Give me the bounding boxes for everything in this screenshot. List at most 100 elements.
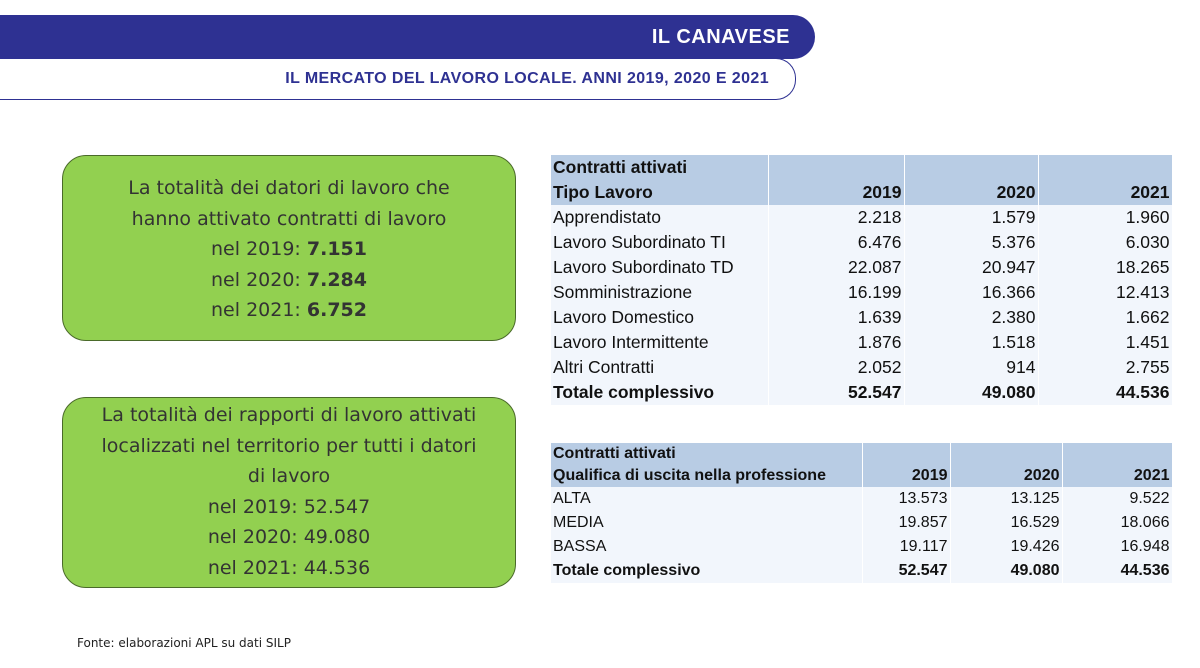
cell: Altri Contratti bbox=[551, 355, 769, 380]
item-value: 49.080 bbox=[303, 526, 371, 548]
data-row: BASSA 19.117 19.426 16.948 bbox=[551, 535, 1173, 559]
cell: 914 bbox=[904, 355, 1039, 380]
column-header: 2020 bbox=[904, 180, 1039, 205]
header-cell bbox=[1062, 443, 1173, 465]
box-item: nel 2021: 44.536 bbox=[63, 553, 515, 584]
cell: 2.380 bbox=[904, 305, 1039, 330]
item-label: nel 2019: bbox=[207, 495, 298, 518]
cell: 1.876 bbox=[768, 330, 905, 355]
cell: ALTA bbox=[551, 487, 863, 511]
total-cell: 49.080 bbox=[904, 380, 1039, 405]
item-label: nel 2020: bbox=[211, 268, 301, 291]
column-header: Qualifica di uscita nella professione bbox=[551, 465, 863, 487]
cell: 13.573 bbox=[862, 487, 951, 511]
data-row: Lavoro Subordinato TI 6.476 5.376 6.030 bbox=[551, 230, 1173, 255]
total-cell: 52.547 bbox=[862, 559, 951, 583]
cell: 1.518 bbox=[904, 330, 1039, 355]
item-label: nel 2021: bbox=[211, 299, 301, 321]
item-value: 7.284 bbox=[306, 268, 367, 291]
cell: 6.030 bbox=[1038, 230, 1173, 255]
total-cell: 44.536 bbox=[1062, 559, 1173, 583]
cell: 9.522 bbox=[1062, 487, 1173, 511]
cell: Lavoro Subordinato TD bbox=[551, 255, 769, 280]
table-caption: Contratti attivati bbox=[551, 443, 863, 465]
column-header: 2019 bbox=[768, 180, 905, 205]
data-row: Somministrazione 16.199 16.366 12.413 bbox=[551, 280, 1173, 305]
cell: 19.117 bbox=[862, 535, 951, 559]
box-item: nel 2021: 6.752 bbox=[63, 295, 515, 326]
cell: 5.376 bbox=[904, 230, 1039, 255]
box-line: La totalità dei datori di lavoro che bbox=[128, 177, 450, 199]
item-value: 52.547 bbox=[303, 495, 371, 518]
cell: 6.476 bbox=[768, 230, 905, 255]
cell: Apprendistato bbox=[551, 205, 769, 230]
header-cell bbox=[1038, 155, 1173, 180]
total-cell: Totale complessivo bbox=[551, 559, 863, 583]
column-header: 2020 bbox=[950, 465, 1063, 487]
item-value: 7.151 bbox=[306, 238, 367, 260]
column-header: 2021 bbox=[1038, 180, 1173, 205]
cell: Lavoro Intermittente bbox=[551, 330, 769, 355]
title: IL CANAVESE bbox=[651, 26, 790, 48]
column-header: 2021 bbox=[1062, 465, 1173, 487]
item-label: nel 2021: bbox=[207, 556, 298, 579]
table-caption: Contratti attivati bbox=[551, 155, 769, 180]
cell: Lavoro Domestico bbox=[551, 305, 769, 330]
cell: 16.948 bbox=[1062, 535, 1173, 559]
header-cell bbox=[768, 155, 905, 180]
cell: Somministrazione bbox=[551, 280, 769, 305]
header-row: Tipo Lavoro 2019 2020 2021 bbox=[551, 180, 1173, 205]
cell: 1.662 bbox=[1038, 305, 1173, 330]
data-row: Apprendistato 2.218 1.579 1.960 bbox=[551, 205, 1173, 230]
title-bar: IL CANAVESE bbox=[0, 15, 815, 59]
subtitle-bar: IL MERCATO DEL LAVORO LOCALE. ANNI 2019,… bbox=[0, 58, 796, 100]
cell: MEDIA bbox=[551, 511, 863, 535]
box-item: nel 2020: 7.284 bbox=[63, 265, 515, 296]
item-value: 44.536 bbox=[303, 556, 371, 579]
cell: 2.052 bbox=[768, 355, 905, 380]
cell: 13.125 bbox=[950, 487, 1063, 511]
total-cell: 52.547 bbox=[768, 380, 905, 405]
cell: 19.857 bbox=[862, 511, 951, 535]
cell: 20.947 bbox=[904, 255, 1039, 280]
column-header: Tipo Lavoro bbox=[551, 180, 769, 205]
source-note: Fonte: elaborazioni APL su dati SILP bbox=[77, 636, 291, 650]
item-value: 6.752 bbox=[306, 299, 367, 321]
cell: 18.265 bbox=[1038, 255, 1173, 280]
cell: 16.529 bbox=[950, 511, 1063, 535]
data-row: MEDIA 19.857 16.529 18.066 bbox=[551, 511, 1173, 535]
header-row: Contratti attivati bbox=[551, 155, 1173, 180]
box-line: di lavoro bbox=[247, 465, 331, 487]
data-row: Lavoro Subordinato TD 22.087 20.947 18.265 bbox=[551, 255, 1173, 280]
total-row: Totale complessivo 52.547 49.080 44.536 bbox=[551, 559, 1173, 583]
cell: 22.087 bbox=[768, 255, 905, 280]
summary-box: La totalità dei datori di lavoro che hann… bbox=[62, 155, 516, 341]
cell: BASSA bbox=[551, 535, 863, 559]
box-item: nel 2019: 52.547 bbox=[63, 492, 515, 523]
cell: 1.960 bbox=[1038, 205, 1173, 230]
qualification-table: Contratti attivati Qualifica di uscita ne… bbox=[551, 443, 1173, 583]
cell: 2.755 bbox=[1038, 355, 1173, 380]
total-cell: 49.080 bbox=[950, 559, 1063, 583]
cell: 16.199 bbox=[768, 280, 905, 305]
total-cell: Totale complessivo bbox=[551, 380, 769, 405]
cell: 1.451 bbox=[1038, 330, 1173, 355]
cell: 12.413 bbox=[1038, 280, 1173, 305]
header-cell bbox=[904, 155, 1039, 180]
cell: Lavoro Subordinato TI bbox=[551, 230, 769, 255]
header-cell bbox=[950, 443, 1063, 465]
box-line: localizzati nel territorio per tutti i d… bbox=[101, 434, 477, 457]
data-row: Lavoro Domestico 1.639 2.380 1.662 bbox=[551, 305, 1173, 330]
total-row: Totale complessivo 52.547 49.080 44.536 bbox=[551, 380, 1173, 405]
cell: 19.426 bbox=[950, 535, 1063, 559]
data-row: Lavoro Intermittente 1.876 1.518 1.451 bbox=[551, 330, 1173, 355]
data-row: Altri Contratti 2.052 914 2.755 bbox=[551, 355, 1173, 380]
cell: 1.579 bbox=[904, 205, 1039, 230]
data-row: ALTA 13.573 13.125 9.522 bbox=[551, 487, 1173, 511]
box-item: nel 2020: 49.080 bbox=[63, 522, 515, 553]
box-line: La totalità dei rapporti di lavoro attiv… bbox=[101, 404, 477, 426]
item-label: nel 2019: bbox=[211, 238, 301, 260]
box-item: nel 2019: 7.151 bbox=[63, 234, 515, 265]
header-row: Qualifica di uscita nella professione 201… bbox=[551, 465, 1173, 487]
